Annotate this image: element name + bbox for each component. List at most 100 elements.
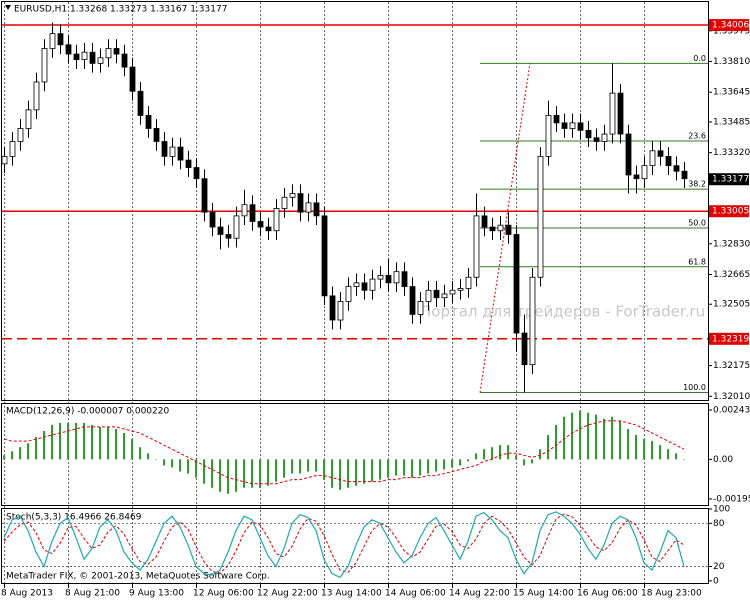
candle-body: [113, 48, 120, 55]
stoch-title: Stoch(5,3,3) 16.4966 26.8469: [6, 513, 142, 523]
macd-bar: [67, 422, 69, 460]
candle-body: [249, 204, 256, 222]
candle-body: [489, 226, 496, 232]
candle-body: [73, 53, 80, 61]
candle-body: [41, 48, 48, 83]
x-tick-label: 8 Aug 2013: [1, 589, 53, 599]
macd-bar: [259, 459, 261, 488]
candle-body: [633, 174, 640, 180]
macd-bar: [467, 459, 469, 462]
macd-bar: [35, 437, 37, 460]
macd-bar: [611, 416, 613, 460]
fibo-label: 61.8: [688, 257, 706, 266]
price-label: 1.34006: [712, 21, 749, 31]
candle-body: [129, 66, 136, 92]
macd-bar: [315, 459, 317, 472]
macd-bar: [627, 428, 629, 460]
macd-bar: [619, 420, 621, 460]
watermark: Портал для трейдеров - ForTrader.ru: [420, 303, 705, 321]
macd-bar: [667, 449, 669, 460]
x-tick-label: 14 Aug 06:00: [385, 589, 446, 599]
macd-bar: [195, 459, 197, 478]
macd-bar: [555, 424, 557, 460]
candle-body: [161, 141, 168, 157]
candle-body: [449, 289, 456, 295]
x-tick-label: 16 Aug 06:00: [577, 589, 638, 599]
candle-body: [577, 122, 584, 131]
candle-body: [433, 289, 440, 299]
candle-body: [601, 133, 608, 142]
macd-bar: [507, 445, 509, 460]
macd-bar: [587, 412, 589, 460]
macd-bar: [603, 418, 605, 460]
macd-bar: [579, 410, 581, 460]
candle-body: [65, 44, 72, 55]
y-tick-label: 1.33810: [713, 57, 750, 67]
macd-bar: [547, 435, 549, 460]
macd-bar: [491, 447, 493, 460]
price-label: 1.33005: [712, 207, 749, 217]
candle-body: [553, 115, 560, 124]
macd-bar: [347, 459, 349, 488]
macd-bar: [515, 455, 517, 460]
macd-bar: [219, 459, 221, 492]
macd-bar: [675, 453, 677, 460]
macd-bar: [643, 439, 645, 460]
candle-body: [9, 141, 16, 157]
candle-body: [337, 301, 344, 321]
candle-body: [609, 92, 616, 135]
macd-bar: [683, 459, 685, 460]
candle-body: [297, 193, 304, 213]
candle-body: [105, 48, 112, 59]
candle-body: [385, 274, 392, 284]
macd-bar: [595, 414, 597, 460]
candle-body: [369, 278, 376, 291]
y-tick-label: 20: [713, 562, 725, 572]
candle-body: [457, 288, 464, 291]
macd-bar: [243, 459, 245, 488]
y-tick-label: 1.32830: [713, 239, 750, 249]
macd-bar: [419, 459, 421, 476]
candle-body: [681, 170, 688, 180]
macd-bar: [651, 441, 653, 460]
macd-bar: [27, 443, 29, 460]
x-tick-label: 12 Aug 22:00: [257, 589, 318, 599]
x-tick-label: 14 Aug 22:00: [449, 589, 510, 599]
x-tick-label: 15 Aug 14:00: [513, 589, 574, 599]
candle-body: [217, 226, 224, 235]
current-price-box: [709, 173, 749, 186]
y-tick-label: -0.001951: [713, 494, 750, 504]
candle-body: [153, 128, 160, 142]
candle-body: [529, 276, 536, 366]
macd-bar: [539, 449, 541, 460]
candle-body: [401, 271, 408, 287]
candle-body: [241, 204, 248, 217]
macd-bar: [171, 459, 173, 468]
y-tick-label: 1.32505: [713, 300, 750, 310]
macd-bar: [75, 422, 77, 460]
macd-bar: [531, 459, 533, 464]
candle-body: [97, 57, 104, 64]
macd-bar: [307, 459, 309, 472]
candle-body: [185, 159, 192, 168]
macd-bar: [83, 422, 85, 460]
macd-bar: [323, 459, 325, 480]
macd-bar: [523, 459, 525, 466]
macd-signal: [3, 420, 685, 485]
candle-body: [561, 122, 568, 129]
candle-body: [121, 53, 128, 68]
macd-bar: [331, 459, 333, 488]
y-tick-label: 0: [713, 576, 719, 586]
macd-bar: [179, 459, 181, 472]
price-label: 1.32319: [712, 334, 749, 344]
candle-body: [169, 146, 176, 157]
macd-bar: [99, 426, 101, 460]
candle-body: [441, 293, 448, 299]
macd-bar: [571, 412, 573, 460]
candle-body: [649, 150, 656, 167]
candle-body: [81, 51, 88, 61]
candle-body: [417, 301, 424, 315]
y-tick-label: 0.00: [713, 455, 733, 465]
macd-bar: [43, 430, 45, 460]
macd-bar: [11, 451, 13, 460]
